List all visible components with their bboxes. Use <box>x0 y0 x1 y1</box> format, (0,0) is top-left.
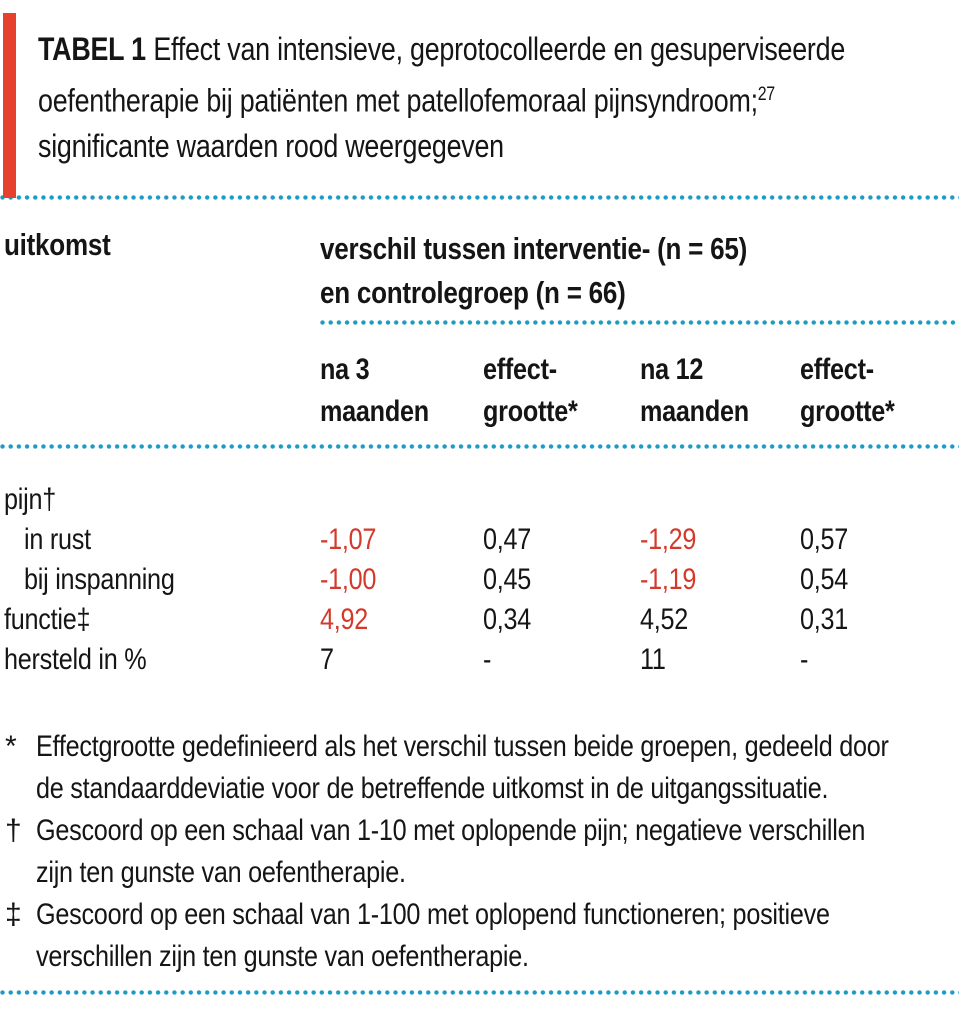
group-header-line-1: verschil tussen interventie- (n = 65) <box>320 231 748 266</box>
value-cell: -1,29 <box>640 523 697 556</box>
value-cell: 0,45 <box>483 563 532 596</box>
footnote-marker-asterisk: * <box>5 730 17 763</box>
row-label: pijn† <box>4 483 56 516</box>
value-cell: 0,54 <box>800 563 849 596</box>
sub-header-na-12-maanden: na 12 maanden <box>640 353 749 428</box>
value-cell: 7 <box>320 643 334 676</box>
caption-line-3: significante waarden rood weergegeven <box>38 127 504 164</box>
value-cell: 0,57 <box>800 523 849 556</box>
table-row-hersteld: hersteld in % 7 - 11 - <box>0 641 959 681</box>
caption-line-2: oefentherapie bij patiënten met patellof… <box>38 72 845 124</box>
table-body: pijn† in rust -1,07 0,47 -1,29 0,57 bij … <box>0 481 959 681</box>
column-group-header: verschil tussen interventie- (n = 65) en… <box>320 227 828 315</box>
column-header-outcome: uitkomst <box>4 227 111 262</box>
bottom-dotted-rule <box>0 990 959 995</box>
footnote-marker-dagger: † <box>5 814 22 847</box>
footnote-marker-double-dagger: ‡ <box>5 898 22 931</box>
accent-red-bar <box>3 13 16 198</box>
value-cell: -1,00 <box>320 563 377 596</box>
sub-header-na-3-maanden: na 3 maanden <box>320 353 429 428</box>
table-row-pijn: pijn† <box>0 481 959 521</box>
reference-superscript: 27 <box>757 84 775 105</box>
row-label: in rust <box>24 523 91 556</box>
group-header-line-2: en controlegroep (n = 66) <box>320 275 626 310</box>
footnote-effectgrootte: * Effectgrootte gedefinieerd als het ver… <box>5 726 959 809</box>
caption-text-1: Effect van intensieve, geprotocolleerde … <box>153 31 846 67</box>
row-label: functie‡ <box>4 603 91 636</box>
value-cell: 0,31 <box>800 603 849 636</box>
row-label: hersteld in % <box>4 643 147 676</box>
value-cell: 4,52 <box>640 603 689 636</box>
sub-header-effectgrootte-1: effect- grootte* <box>483 353 578 428</box>
value-cell: - <box>800 643 809 676</box>
value-cell: -1,07 <box>320 523 377 556</box>
footnote-pijn-schaal: † Gescoord op een schaal van 1-10 met op… <box>5 810 959 893</box>
value-cell: 0,47 <box>483 523 532 556</box>
table-row-bij-inspanning: bij inspanning -1,00 0,45 -1,19 0,54 <box>0 561 959 601</box>
value-cell: 11 <box>640 643 666 676</box>
value-cell: 4,92 <box>320 603 369 636</box>
group-header-dotted-rule <box>320 320 959 325</box>
top-dotted-rule <box>0 195 959 200</box>
caption-text-2: oefentherapie bij patiënten met patellof… <box>38 82 758 119</box>
value-cell: -1,19 <box>640 563 697 596</box>
caption-line-1: TABEL 1 Effect van intensieve, geprotocol… <box>38 27 845 72</box>
sub-header-row: na 3 maanden effect- grootte* na 12 maan… <box>0 349 959 439</box>
row-label: bij inspanning <box>24 563 175 596</box>
sub-header-effectgrootte-2: effect- grootte* <box>800 353 895 428</box>
value-cell: - <box>483 643 492 676</box>
table-caption: TABEL 1 Effect van intensieve, geprotocol… <box>38 27 959 169</box>
table-row-in-rust: in rust -1,07 0,47 -1,29 0,57 <box>0 521 959 561</box>
table-number-label: TABEL 1 <box>38 31 146 67</box>
footnote-functie-schaal: ‡ Gescoord op een schaal van 1-100 met o… <box>5 894 959 977</box>
table-row-functie: functie‡ 4,92 0,34 4,52 0,31 <box>0 601 959 641</box>
value-cell: 0,34 <box>483 603 532 636</box>
header-body-dotted-rule <box>0 444 959 449</box>
